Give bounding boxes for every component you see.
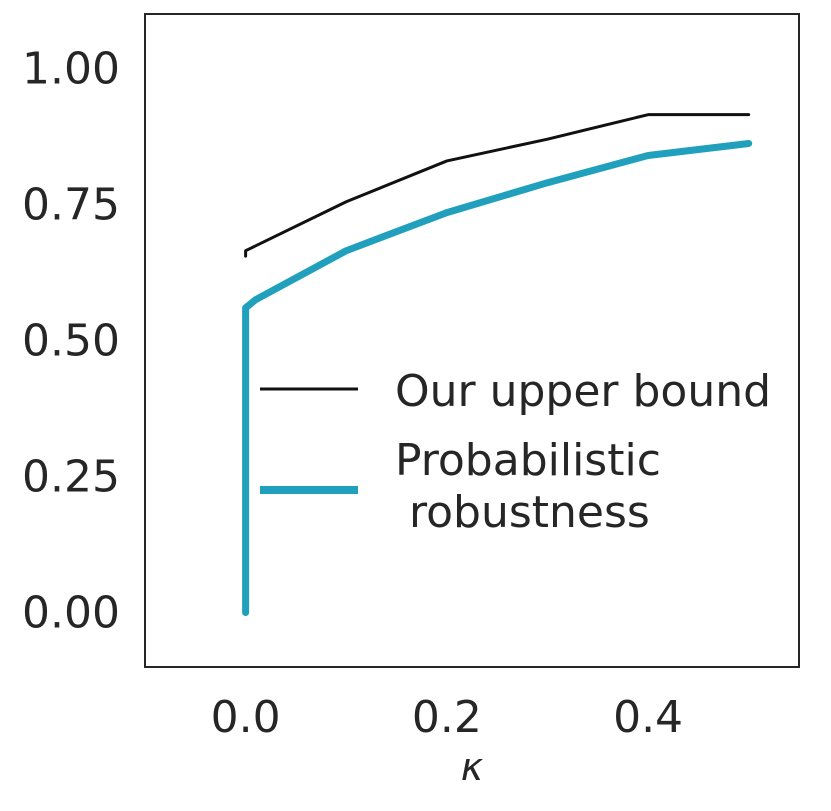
x-tick-label: 0.2 — [412, 692, 482, 743]
plot-frame — [144, 13, 800, 668]
legend-label-upper-bound: Our upper bound — [395, 366, 771, 417]
x-tick-label: 0.4 — [613, 692, 683, 743]
y-tick-label: 0.25 — [22, 452, 120, 503]
x-axis-tick-labels: 0.0 0.2 0.4 — [211, 692, 683, 743]
series-line-probabilistic-robustness — [242, 140, 753, 617]
legend: Our upper bound Probabilistic robustness — [260, 366, 771, 538]
y-tick-label: 0.75 — [22, 179, 120, 230]
x-axis-label: κ — [461, 745, 484, 789]
series-line-upper-bound — [244, 113, 751, 258]
y-axis-tick-labels: 0.00 0.25 0.50 0.75 1.00 — [22, 43, 120, 638]
y-tick-label: 0.00 — [22, 588, 120, 639]
y-tick-label: 0.50 — [22, 316, 120, 367]
legend-label-probabilistic-robustness: Probabilistic robustness — [395, 435, 661, 538]
y-tick-label: 1.00 — [22, 43, 120, 94]
series-layer — [242, 113, 753, 617]
x-tick-label: 0.0 — [211, 692, 281, 743]
